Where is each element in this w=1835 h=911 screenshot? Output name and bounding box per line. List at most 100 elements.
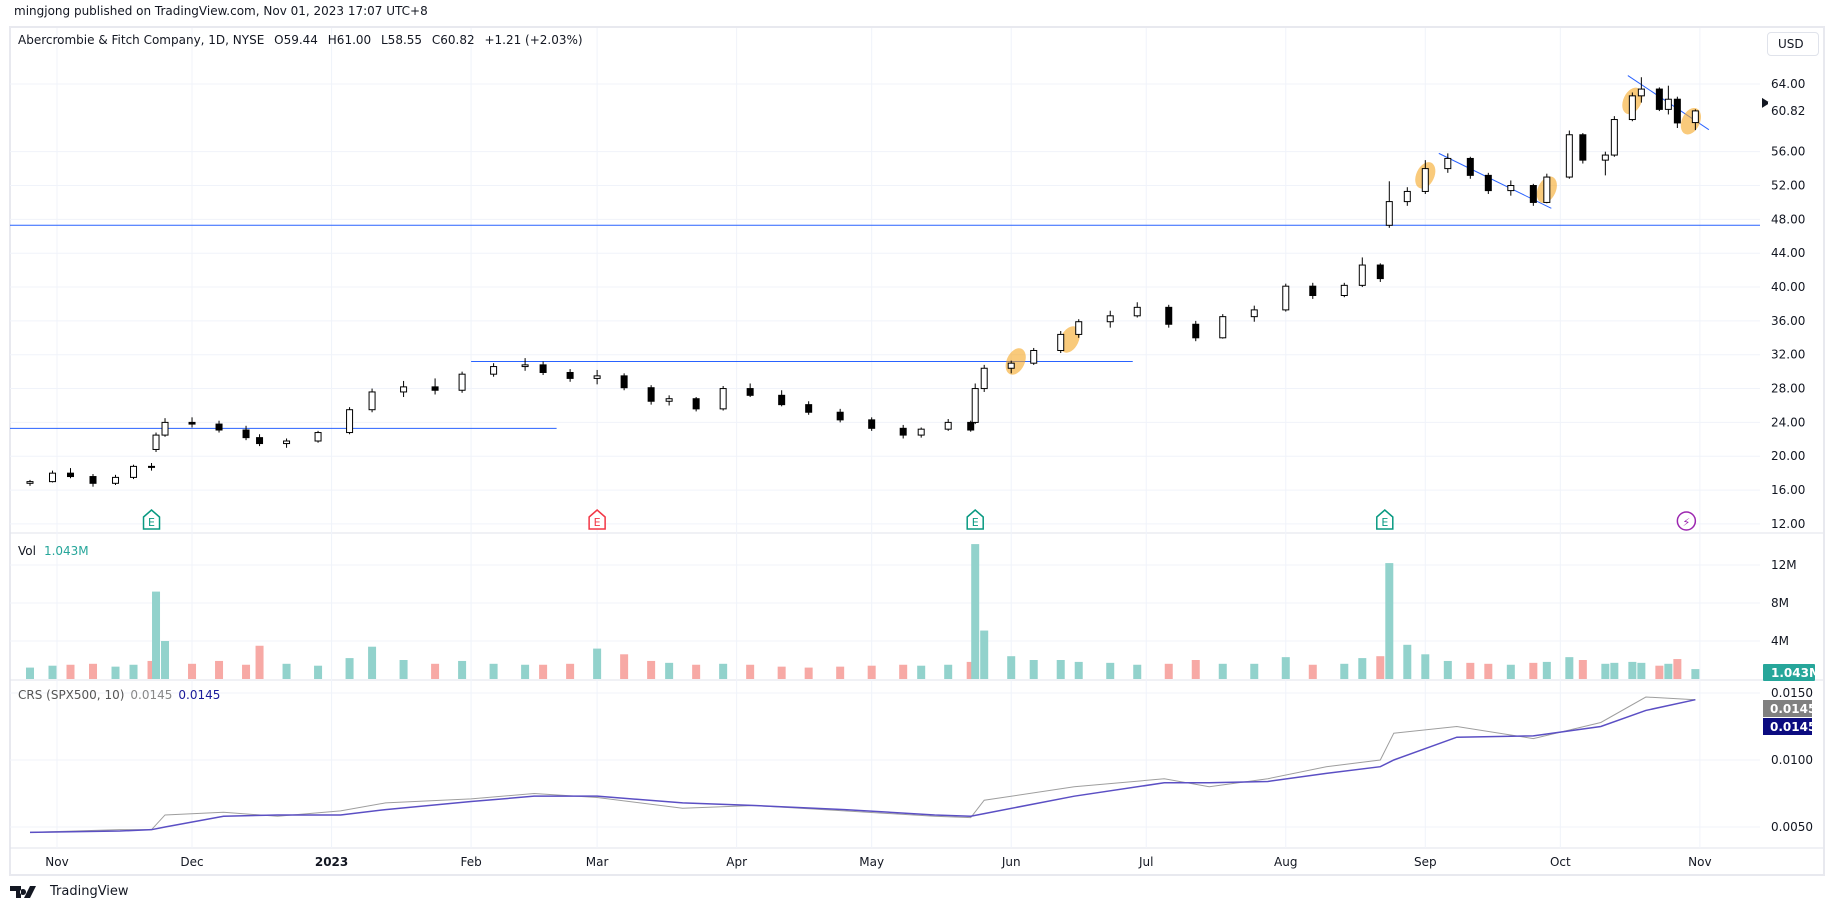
- candle-down: [620, 375, 628, 389]
- time-tick-label: Mar: [586, 855, 609, 869]
- time-tick-label: Nov: [45, 855, 68, 869]
- volume-bar: [1664, 663, 1673, 679]
- candle-up: [152, 434, 160, 450]
- tradingview-logo-icon: [10, 885, 36, 898]
- candle-down: [805, 404, 813, 413]
- candle-up: [314, 432, 322, 442]
- last-volume-tag-bg: [1763, 664, 1815, 681]
- volume-bar: [1673, 659, 1682, 679]
- price-tick-label: 12.00: [1771, 517, 1805, 531]
- open-value: O59.44: [274, 33, 318, 47]
- volume-bar: [489, 663, 498, 679]
- candle-up: [400, 386, 408, 393]
- published-caption: mingjong published on TradingView.com, N…: [14, 4, 428, 18]
- candle-up: [719, 388, 727, 410]
- earnings-icon: [142, 509, 161, 530]
- volume-bar: [1376, 656, 1385, 679]
- high-value: H61.00: [327, 33, 372, 47]
- price-tick-label: 16.00: [1771, 483, 1805, 497]
- price-tick-label: 56.00: [1771, 145, 1805, 159]
- candle-down: [215, 423, 223, 431]
- tradingview-logo[interactable]: TradingView: [10, 884, 129, 899]
- price-tick-label: 36.00: [1771, 314, 1805, 328]
- volume-bar: [1250, 663, 1259, 679]
- price-tick-label: 32.00: [1771, 348, 1805, 362]
- volume-bar: [1403, 644, 1412, 679]
- candle-up: [1664, 98, 1672, 110]
- volume-bar: [25, 667, 34, 679]
- candle-up: [944, 421, 952, 430]
- last-price-tag: 60.82: [1771, 104, 1805, 118]
- volume-bar: [1074, 661, 1083, 679]
- candle-up: [1543, 176, 1551, 203]
- candle-up: [1075, 321, 1083, 335]
- candle-down: [868, 419, 876, 429]
- volume-bar: [665, 662, 674, 679]
- symbol-name: Abercrombie & Fitch Company, 1D, NYSE: [18, 33, 265, 47]
- time-tick-label: 2023: [315, 855, 348, 869]
- price-tick-label: 64.00: [1771, 77, 1805, 91]
- volume-bar: [966, 661, 975, 679]
- candle-down: [1484, 174, 1492, 192]
- volume-bar: [1281, 657, 1290, 679]
- candle-down: [1376, 264, 1384, 280]
- volume-bars: [25, 544, 1700, 679]
- candle-down: [778, 394, 786, 406]
- candle-up: [1106, 315, 1114, 323]
- volume-bar: [458, 660, 467, 679]
- candle-up: [1403, 190, 1411, 203]
- change-value: +1.21 (+2.03%): [484, 33, 583, 47]
- volume-bar: [1007, 656, 1016, 679]
- candle-down: [1579, 134, 1587, 161]
- candle-down: [746, 388, 754, 396]
- candle-up: [130, 465, 138, 478]
- axes: 12.00 16.00 20.00 24.00 28.00 32.00 36.00 40.00…: [45, 77, 1821, 869]
- volume-bar: [1164, 663, 1173, 679]
- volume-bar: [971, 544, 980, 679]
- candle-up: [521, 364, 529, 368]
- volume-bar: [1542, 661, 1551, 679]
- volume-bar: [1056, 660, 1065, 679]
- currency-button[interactable]: USD: [1767, 32, 1819, 56]
- volume-bar: [566, 663, 575, 679]
- volume-bar: [1601, 663, 1610, 679]
- crs-ma-tag: 0.0145: [1770, 720, 1816, 734]
- volume-bar: [1218, 663, 1227, 679]
- volume-bar: [1506, 664, 1515, 679]
- time-tick-label: Sep: [1414, 855, 1437, 869]
- candle-up: [593, 375, 601, 379]
- candle-up: [1691, 110, 1699, 124]
- volume-bar: [777, 666, 786, 679]
- volume-tick-label: 4M: [1771, 634, 1789, 648]
- event-label: E: [148, 516, 155, 529]
- symbol-legend[interactable]: Abercrombie & Fitch Company, 1D, NYSE O5…: [18, 33, 589, 47]
- candle-down: [1165, 306, 1173, 325]
- candle-up: [490, 366, 498, 375]
- candle-down: [539, 364, 547, 373]
- candle-down: [566, 371, 574, 379]
- price-tick-label: 20.00: [1771, 449, 1805, 463]
- volume-tick-label: 12M: [1771, 558, 1797, 572]
- crs-tag: 0.0145: [1770, 702, 1816, 716]
- candle-up: [368, 391, 376, 411]
- highlight-ellipse: [1680, 107, 1701, 135]
- last-volume-tag: 1.043M: [1771, 666, 1821, 680]
- candle-up: [112, 476, 120, 484]
- volume-bar: [129, 664, 138, 679]
- earnings-icon: [966, 509, 984, 530]
- candle-down: [1529, 185, 1537, 203]
- candle-up: [48, 472, 56, 483]
- event-label: E: [594, 516, 601, 529]
- time-tick-label: Nov: [1688, 855, 1711, 869]
- volume-bar: [746, 664, 755, 679]
- candle-down: [256, 437, 264, 445]
- candle-up: [1250, 309, 1258, 318]
- candle-up: [458, 373, 466, 391]
- crs-legend[interactable]: CRS (SPX500, 10) 0.0145 0.0145: [18, 688, 220, 702]
- volume-bar: [314, 665, 323, 679]
- candle-up: [1282, 285, 1290, 311]
- volume-legend[interactable]: Vol 1.043M: [18, 544, 89, 558]
- volume-bar: [899, 664, 908, 679]
- candle-down: [836, 411, 844, 421]
